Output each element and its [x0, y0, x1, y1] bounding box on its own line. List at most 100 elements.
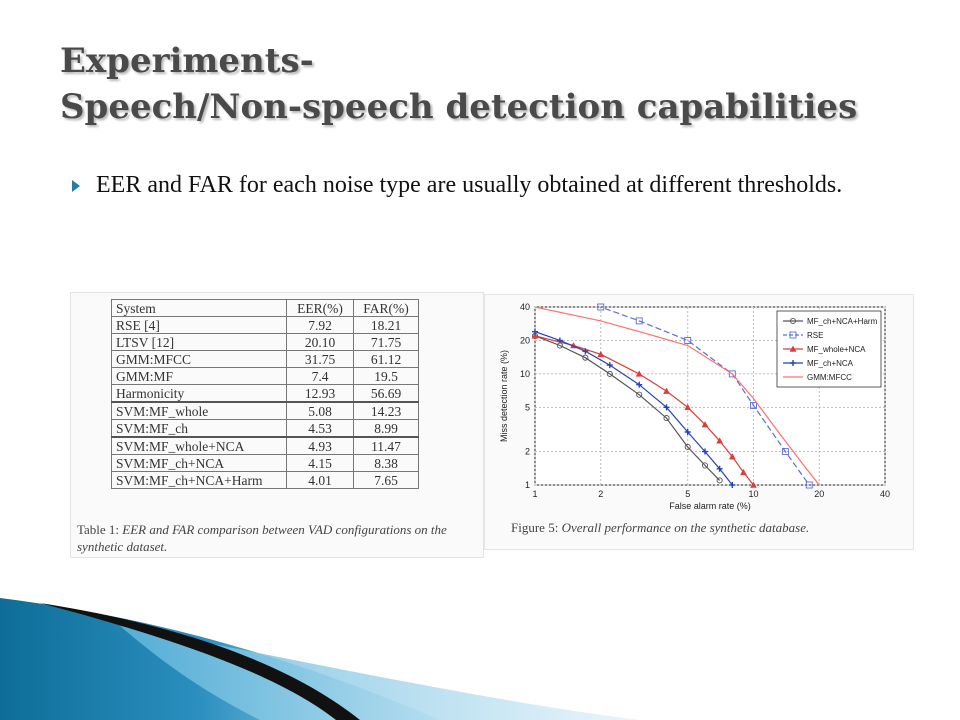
data-point-marker — [635, 370, 643, 377]
table-cell-far: 14.23 — [353, 401, 419, 420]
legend-label: GMM:MFCC — [807, 373, 852, 382]
data-point-marker — [606, 362, 613, 369]
table-cell-far: 56.69 — [353, 384, 419, 403]
data-point-marker — [531, 332, 539, 339]
table-cell-system: SVM:MF_ch+NCA — [111, 454, 287, 472]
data-point-marker — [663, 415, 670, 422]
wave-shape-dark — [40, 603, 360, 720]
table-cell-far: 71.75 — [353, 333, 419, 351]
bullet-arrow-icon — [72, 180, 80, 192]
table-cell-eer: 4.15 — [286, 454, 354, 472]
data-point-marker — [532, 328, 538, 335]
data-point-marker — [606, 370, 613, 377]
table-cell-far: 7.65 — [353, 471, 419, 489]
eer-far-table: System EER(%) FAR(%) RSE [4] 7.92 18.21 … — [111, 299, 419, 489]
table-image-panel: System EER(%) FAR(%) RSE [4] 7.92 18.21 … — [70, 292, 484, 558]
y-tick-label: 10 — [520, 369, 530, 379]
table-row: Harmonicity 12.93 56.69 — [111, 384, 419, 403]
series-line — [535, 335, 721, 481]
x-tick-label: 2 — [598, 489, 603, 499]
data-point-marker — [597, 350, 605, 358]
table-cell-system: SVM:MF_ch+NCA+Harm — [111, 471, 287, 489]
slide-title-line2: Speech/Non-speech detection capabilities — [60, 87, 858, 127]
table-cell-far: 8.38 — [353, 454, 419, 472]
table-row: SVM:MF_whole 5.08 14.23 — [111, 401, 419, 420]
slide-title: Experiments- Speech/Non-speech detection… — [60, 38, 940, 130]
data-point-marker — [701, 421, 709, 428]
y-tick-label: 1 — [525, 480, 530, 490]
data-point-marker — [684, 443, 691, 451]
figure-caption-label: Figure 5: — [511, 520, 559, 535]
x-tick-label: 5 — [685, 489, 690, 499]
data-point-marker — [805, 481, 813, 489]
data-point-marker — [728, 370, 736, 378]
x-axis-label: False alarm rate (%) — [669, 501, 751, 511]
table-cell-system: Harmonicity — [111, 384, 287, 403]
table-cell-system: SVM:MF_whole — [111, 401, 287, 420]
data-point-marker — [716, 437, 724, 444]
table-caption: Table 1: EER and FAR comparison between … — [77, 521, 477, 555]
table-cell-eer: 31.75 — [286, 350, 354, 368]
table-cell-eer: 7.92 — [286, 316, 354, 334]
table-row: SVM:MF_ch+NCA+Harm 4.01 7.65 — [111, 471, 419, 489]
x-tick-label: 20 — [814, 489, 824, 499]
figure-caption-text: Overall performance on the synthetic dat… — [561, 520, 810, 535]
table-row: LTSV [12] 20.10 71.75 — [111, 333, 419, 351]
det-curve-chart: 1 2 5 10 20 40 1 2 5 10 20 40 False alarm rate (%) Mi… — [499, 302, 890, 511]
table-row: SVM:MF_ch+NCA 4.15 8.38 — [111, 454, 419, 472]
figure-caption: Figure 5: Overall performance on the syn… — [511, 519, 907, 536]
data-point-marker — [790, 360, 796, 366]
table-cell-system: RSE [4] — [111, 316, 287, 334]
data-point-marker — [716, 477, 723, 484]
figure-image-panel: 1 2 5 10 20 40 1 2 5 10 20 40 False alarm rate (%) Mi… — [484, 294, 914, 550]
slide-title-line1: Experiments- — [60, 41, 314, 81]
table-header-system: System — [111, 299, 287, 317]
data-point-marker — [636, 381, 643, 388]
data-point-marker — [729, 482, 736, 488]
x-tick-label: 10 — [748, 489, 758, 499]
data-point-marker — [740, 468, 747, 476]
data-point-marker — [684, 428, 691, 435]
legend-label: MF_ch+NCA — [807, 359, 854, 368]
data-point-marker — [597, 303, 605, 311]
table-header-row: System EER(%) FAR(%) — [111, 299, 419, 317]
legend-label: RSE — [807, 331, 823, 340]
table-row: SVM:MF_whole+NCA 4.93 11.47 — [111, 436, 419, 455]
data-point-marker — [716, 465, 723, 472]
bullet-text: EER and FAR for each noise type are usua… — [96, 172, 843, 198]
data-point-marker — [750, 481, 757, 488]
legend-label: MF_ch+NCA+Harm — [807, 317, 878, 326]
table-cell-eer: 4.53 — [286, 419, 354, 438]
y-axis-label: Miss detection rate (%) — [499, 350, 509, 442]
data-point-marker — [663, 387, 670, 394]
y-tick-label: 20 — [520, 335, 530, 345]
table-row: SVM:MF_ch 4.53 8.99 — [111, 419, 419, 438]
y-tick-label: 2 — [525, 447, 530, 457]
bullet-item: EER and FAR for each noise type are usua… — [72, 168, 902, 202]
table-cell-system: GMM:MF — [111, 367, 287, 385]
data-point-marker — [789, 331, 797, 339]
data-point-marker — [684, 403, 692, 411]
y-tick-label: 40 — [520, 302, 530, 312]
series-line — [535, 307, 820, 485]
x-tick-label: 40 — [880, 489, 890, 499]
table-cell-eer: 5.08 — [286, 401, 354, 420]
legend-label: MF_whole+NCA — [807, 345, 866, 354]
data-point-marker — [789, 345, 797, 352]
data-point-marker — [582, 348, 589, 355]
table-caption-text: EER and FAR comparison between VAD confi… — [77, 522, 447, 554]
y-tick-label: 5 — [525, 402, 530, 412]
series-line — [598, 307, 810, 485]
series-line — [535, 331, 733, 485]
table-cell-far: 8.99 — [353, 419, 419, 438]
data-point-marker — [556, 337, 563, 344]
table-row: GMM:MF 7.4 19.5 — [111, 367, 419, 385]
wave-shape-blue — [0, 598, 440, 720]
x-tick-label: 1 — [532, 489, 537, 499]
table-cell-far: 61.12 — [353, 350, 419, 368]
table-cell-eer: 4.01 — [286, 471, 354, 489]
table-header-eer: EER(%) — [286, 299, 354, 317]
data-point-marker — [635, 317, 643, 325]
data-point-marker — [728, 453, 736, 460]
table-cell-eer: 4.93 — [286, 436, 354, 455]
